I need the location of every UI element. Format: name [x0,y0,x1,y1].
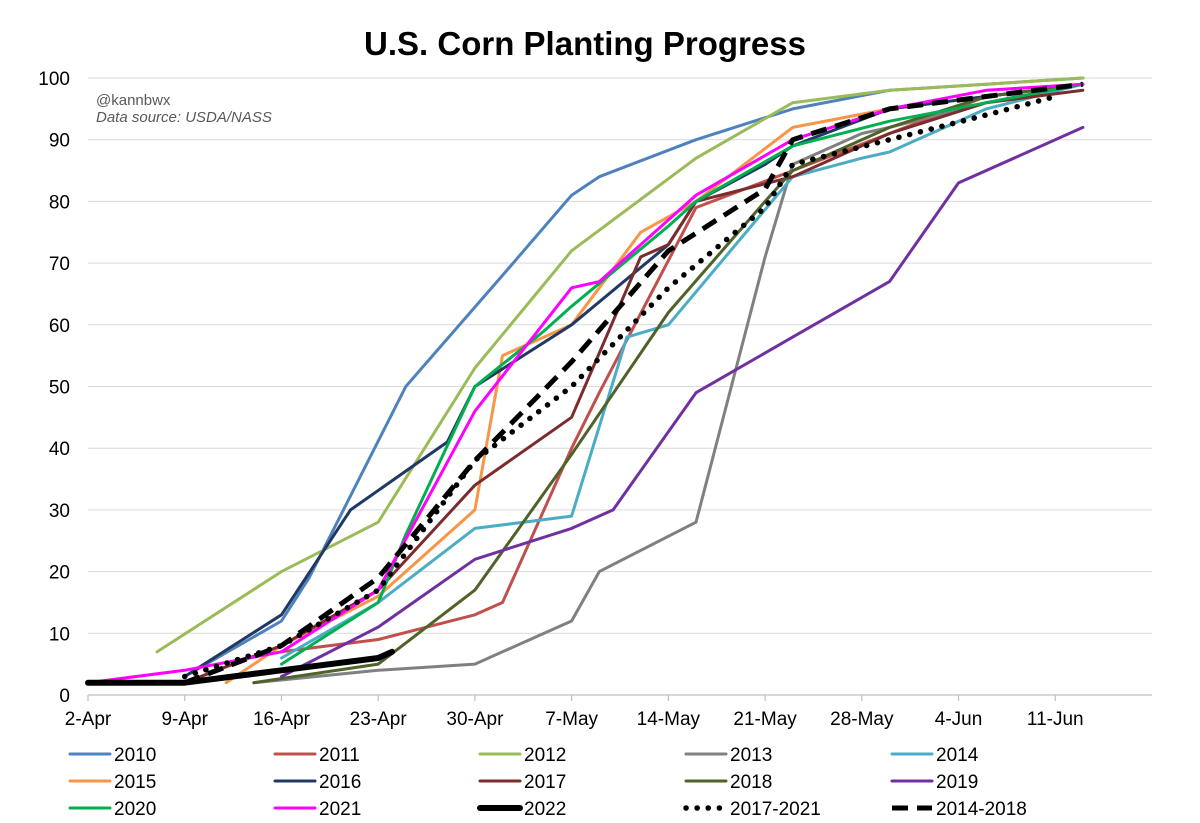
y-tick-label: 50 [49,378,70,399]
series-line-2021 [86,82,1085,685]
y-tick-label: 0 [59,686,70,707]
series-line-2011 [280,82,1085,654]
series-line-2015 [224,82,1085,685]
series-line-2010 [183,76,1085,678]
y-tick-label: 70 [49,254,70,275]
y-tick-label: 90 [49,131,70,152]
series-line-2019 [280,125,1085,678]
series-line-2022 [85,648,395,686]
x-tick-label: 7-May [545,709,598,730]
legend-label: 2019 [936,772,978,793]
legend-label: 2022 [524,799,566,820]
x-tick-label: 9-Apr [161,709,208,730]
legend-label: 2017-2021 [730,799,821,820]
legend-label: 2013 [730,745,772,766]
x-tick-label: 23-Apr [350,709,408,730]
series-line-2014-2018 [183,81,1084,686]
y-tick-label: 20 [49,563,70,584]
x-tick-label: 30-Apr [446,709,504,730]
legend-label: 2014 [936,745,979,766]
series-line-2012 [155,76,1085,654]
y-tick-label: 100 [38,69,70,90]
chart-title: U.S. Corn Planting Progress [364,25,806,62]
x-tick-label: 14-May [637,709,701,730]
x-tick-label: 11-Jun [1027,709,1084,730]
x-tick-label: 28-May [830,709,894,730]
y-tick-label: 30 [49,501,70,522]
y-tick-label: 40 [49,439,70,460]
y-tick-label: 10 [49,624,70,645]
grid [88,77,1152,634]
x-tick-label: 16-Apr [253,709,311,730]
series-line-2014 [280,82,1085,660]
y-tick-label: 60 [49,316,70,337]
x-tick-label: 2-Apr [65,709,112,730]
legend-label: 2020 [114,799,156,820]
axes: 0 10 20 30 40 50 60 70 80 90 100 2-Apr 9-Apr 16-Apr 23… [38,69,1152,730]
legend-label: 2011 [319,745,360,766]
legend-label: 2014-2018 [936,799,1027,820]
y-tick-label: 80 [49,192,70,213]
data-source-note: Data source: USDA/NASS [96,109,272,126]
legend-label: 2021 [319,799,361,820]
credit-handle: @kannbwx [96,92,171,109]
legend: 2010 2011 2012 2013 2014 2015 2016 2017 2018 2019… [68,745,1027,820]
series-line-2017-2021 [181,93,1059,680]
x-tick-label: 4-Jun [935,709,983,730]
x-tick-label: 21-May [733,709,797,730]
series-lines [85,76,1085,686]
legend-label: 2016 [319,772,361,793]
legend-label: 2012 [524,745,566,766]
legend-label: 2018 [730,772,772,793]
legend-label: 2015 [114,772,156,793]
legend-label: 2010 [114,745,156,766]
series-line-2016 [183,82,1085,678]
legend-label: 2017 [524,772,566,793]
